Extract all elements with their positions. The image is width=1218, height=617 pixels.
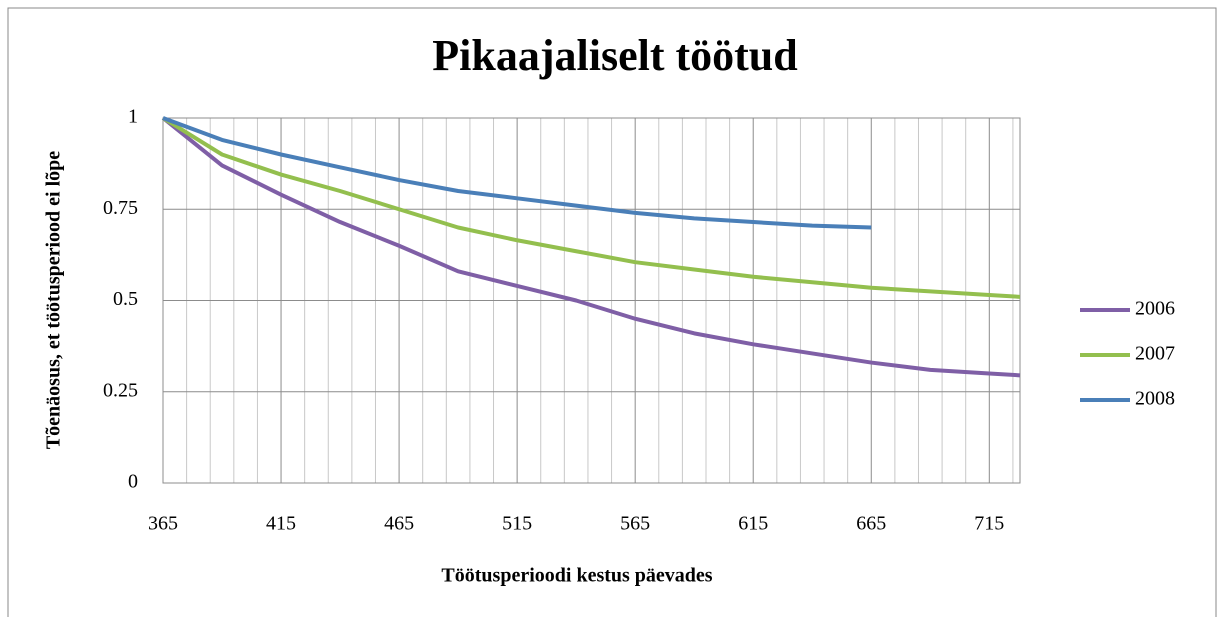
series-line (161, 116, 1021, 378)
legend-label: 2006 (1135, 298, 1175, 320)
chart-title: Pikaajaliselt töötud (432, 31, 797, 80)
x-tick-label: 715 (974, 513, 1004, 535)
y-axis-label: Tõenäosus, et töötusperiood ei lõpe (43, 151, 65, 449)
series-line (161, 116, 1021, 299)
series-line (162, 116, 872, 230)
plot-frame (162, 117, 1021, 484)
y-tick-label: 0.75 (103, 197, 138, 219)
x-tick-label: 365 (148, 513, 178, 535)
y-tick-label: 0 (128, 471, 138, 493)
y-tick-label: 0.25 (103, 379, 138, 401)
x-tick-label: 415 (266, 513, 296, 535)
x-tick-label: 515 (502, 513, 532, 535)
x-tick-label: 465 (384, 513, 414, 535)
x-tick-label: 565 (620, 513, 650, 535)
x-tick-label: 665 (856, 513, 886, 535)
x-tick-label: 615 (738, 513, 768, 535)
y-tick-label: 0.5 (113, 288, 138, 310)
legend-label: 2007 (1135, 343, 1175, 365)
x-axis-label: Töötusperioodi kestus päevades (441, 565, 712, 587)
legend-label: 2008 (1135, 388, 1175, 410)
y-tick-label: 1 (128, 106, 138, 128)
chart-frame (7, 7, 1217, 617)
